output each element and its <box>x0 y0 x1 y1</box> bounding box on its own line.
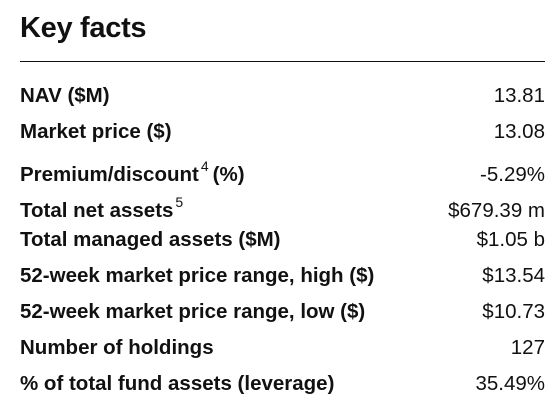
fact-value: $10.73 <box>482 300 545 323</box>
fact-label-text: Market price ($) <box>20 120 172 143</box>
fact-label-text: NAV ($M) <box>20 84 110 107</box>
facts-list: NAV ($M) 13.81 Market price ($) 13.08 Pr… <box>20 78 545 402</box>
fact-label-text: Total net assets <box>20 198 174 222</box>
fact-value: 13.08 <box>493 120 545 143</box>
title-divider <box>20 61 545 62</box>
key-facts-panel: Key facts NAV ($M) 13.81 Market price ($… <box>20 0 545 402</box>
fact-label: Total net assets 5 <box>20 186 187 229</box>
fact-label-text: 52-week market price range, low ($) <box>20 300 366 323</box>
fact-label: 52-week market price range, high ($) <box>20 258 374 294</box>
fact-label-text: 52-week market price range, high ($) <box>20 264 375 287</box>
fact-row-52wk-high: 52-week market price range, high ($) $13… <box>20 258 545 294</box>
fact-value: 13.81 <box>493 84 545 107</box>
fact-label: Total managed assets ($M) <box>20 222 281 258</box>
fact-label: Number of holdings <box>20 330 214 366</box>
fact-row-nav: NAV ($M) 13.81 <box>20 78 545 114</box>
fact-value: -5.29% <box>480 162 545 186</box>
footnote-marker: 4 <box>200 158 209 174</box>
fact-row-market-price: Market price ($) 13.08 <box>20 114 545 150</box>
fact-value: 35.49% <box>475 372 545 395</box>
fact-label-text: Total managed assets ($M) <box>20 228 281 251</box>
fact-label-text: Number of holdings <box>20 336 214 359</box>
fact-value: 127 <box>510 336 545 359</box>
fact-label: % of total fund assets (leverage) <box>20 366 334 402</box>
fact-label-text: Premium/discount <box>20 162 199 186</box>
fact-row-total-managed-assets: Total managed assets ($M) $1.05 b <box>20 222 545 258</box>
fact-row-number-of-holdings: Number of holdings 127 <box>20 330 545 366</box>
fact-row-premium-discount: Premium/discount 4 (%) -5.29% <box>20 150 545 186</box>
fact-row-leverage: % of total fund assets (leverage) 35.49% <box>20 366 545 402</box>
fact-label: 52-week market price range, low ($) <box>20 294 365 330</box>
fact-value: $679.39 m <box>448 198 545 222</box>
fact-label-suffix: (%) <box>212 162 245 186</box>
section-title: Key facts <box>20 12 147 44</box>
fact-label: Market price ($) <box>20 114 172 150</box>
fact-label-text: % of total fund assets (leverage) <box>20 372 335 395</box>
fact-row-52wk-low: 52-week market price range, low ($) $10.… <box>20 294 545 330</box>
fact-row-total-net-assets: Total net assets 5 $679.39 m <box>20 186 545 222</box>
footnote-marker: 5 <box>175 194 184 210</box>
fact-label: Premium/discount 4 (%) <box>20 150 245 193</box>
fact-value: $1.05 b <box>476 228 545 251</box>
fact-label: NAV ($M) <box>20 78 110 114</box>
fact-value: $13.54 <box>482 264 545 287</box>
